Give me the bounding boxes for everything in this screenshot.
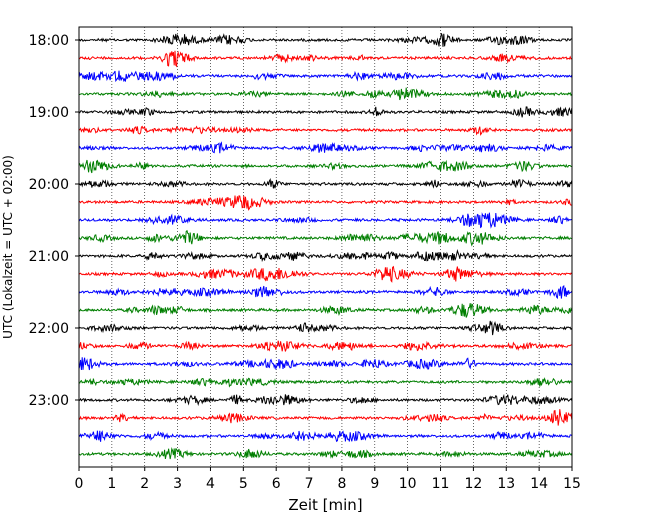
trace-9 [78, 195, 572, 211]
trace-10 [78, 212, 572, 229]
y-tick-label-0: 18:00 [29, 33, 69, 49]
trace-20 [78, 393, 573, 407]
y-tick-label-2: 20:00 [29, 177, 69, 193]
x-tick-label-12: 12 [464, 476, 482, 492]
grid-lines [111, 27, 540, 467]
plot-frame [78, 26, 573, 468]
x-tick-label-2: 2 [140, 476, 149, 492]
trace-13 [78, 265, 573, 283]
trace-5 [78, 125, 573, 136]
trace-22 [78, 430, 573, 443]
x-tick-label-7: 7 [305, 476, 314, 492]
x-tick-label-15: 15 [563, 476, 581, 492]
x-tick-label-14: 14 [530, 476, 548, 492]
trace-11 [78, 229, 572, 247]
trace-14 [78, 285, 573, 300]
trace-12 [78, 248, 573, 263]
trace-1 [78, 50, 573, 68]
trace-3 [78, 87, 573, 101]
trace-23 [78, 446, 573, 460]
trace-16 [78, 320, 573, 336]
x-tick-label-11: 11 [432, 476, 450, 492]
x-tick-label-10: 10 [399, 476, 417, 492]
trace-15 [78, 303, 573, 318]
y-tick-label-1: 19:00 [29, 105, 69, 121]
y-axis-label: UTC (Lokalzeit = UTC + 02:00) [1, 155, 15, 339]
trace-18 [78, 357, 573, 371]
x-tick-label-5: 5 [239, 476, 248, 492]
seismic-traces [78, 33, 573, 460]
x-tick-label-6: 6 [272, 476, 281, 492]
x-axis-ticks: 0 1 2 3 4 5 6 7 8 9 10 11 12 13 14 15 [75, 467, 581, 492]
x-tick-label-1: 1 [107, 476, 116, 492]
x-tick-label-9: 9 [370, 476, 379, 492]
trace-17 [78, 340, 572, 352]
x-tick-label-8: 8 [337, 476, 346, 492]
x-tick-label-13: 13 [497, 476, 515, 492]
trace-0 [78, 33, 573, 47]
trace-8 [78, 177, 573, 189]
trace-21 [78, 409, 573, 426]
y-tick-label-4: 22:00 [29, 321, 69, 337]
trace-19 [78, 377, 573, 388]
y-tick-label-5: 23:00 [29, 393, 69, 409]
y-tick-label-3: 21:00 [29, 249, 69, 265]
trace-6 [78, 141, 573, 154]
x-tick-label-4: 4 [206, 476, 215, 492]
x-tick-label-3: 3 [173, 476, 182, 492]
trace-2 [78, 70, 573, 83]
y-axis-ticks: 18:00 19:00 20:00 21:00 22:00 23:00 [29, 33, 79, 409]
trace-7 [78, 159, 572, 174]
x-tick-label-0: 0 [75, 476, 84, 492]
trace-4 [78, 106, 573, 118]
x-axis-label: Zeit [min] [288, 496, 362, 514]
